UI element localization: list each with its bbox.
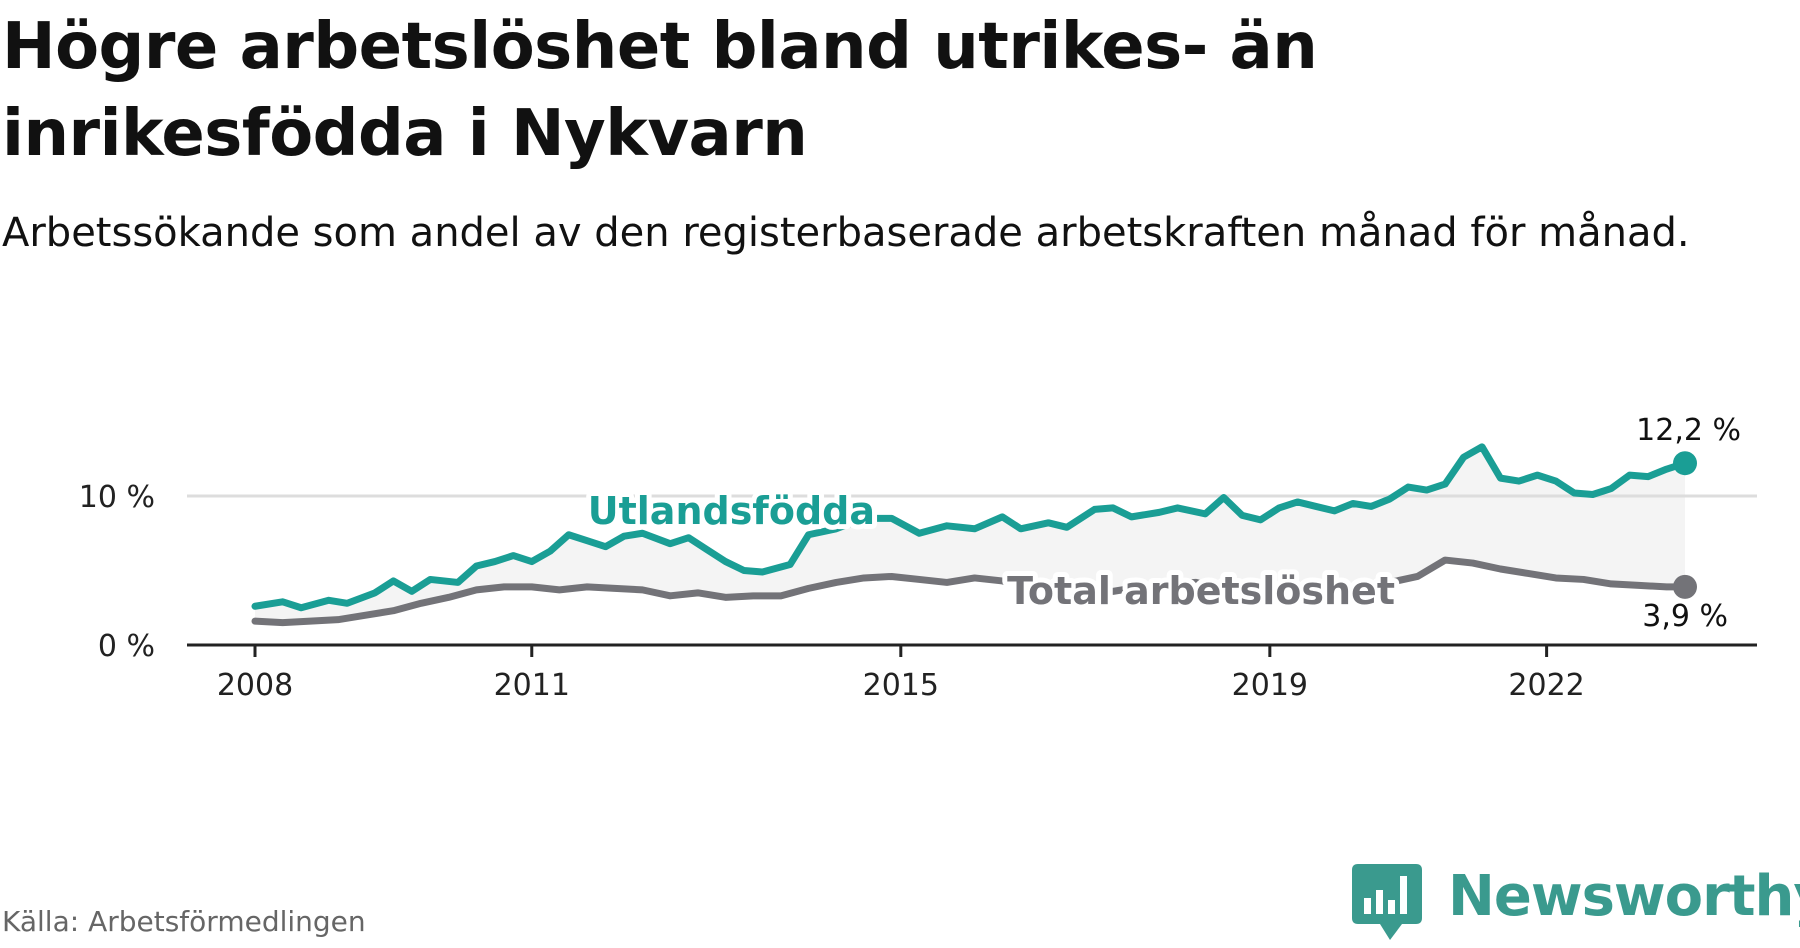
chart-title: Högre arbetslöshet bland utrikes- än inr…	[2, 10, 1318, 171]
newsworthy-chart-icon	[1352, 864, 1422, 940]
chart-subtitle: Arbetssökande som andel av den registerb…	[2, 210, 1690, 256]
utlandsfodda-end-marker	[1673, 451, 1697, 476]
x-tick-label: 2011	[494, 668, 570, 703]
utlandsfodda-label: Utlandsfödda	[588, 489, 875, 533]
utlandsfodda-end-label: 12,2 %	[1636, 413, 1741, 448]
utlandsfodda-series-line	[251, 443, 1689, 612]
x-tick-label: 2022	[1508, 668, 1584, 703]
newsworthy-logo[interactable]: Newsworthy	[1350, 860, 1800, 945]
gap-band	[255, 446, 1685, 623]
source-note: Källa: Arbetsförmedlingen	[2, 905, 366, 938]
total-end-label: 3,9 %	[1642, 599, 1728, 634]
x-tick-label: 2008	[217, 668, 293, 703]
y-tick-label: 10 %	[79, 480, 155, 515]
y-tick-label: 0 %	[98, 629, 155, 664]
x-tick-label: 2015	[863, 668, 939, 703]
total-series-line	[251, 556, 1689, 627]
x-tick-label: 2019	[1232, 668, 1308, 703]
utlandsfodda-label-halo: Utlandsfödda	[588, 489, 875, 533]
total-end-marker	[1673, 574, 1697, 599]
logo-wordmark: Newsworthy	[1448, 864, 1800, 929]
total-label-halo: Total arbetslöshet	[1007, 569, 1395, 613]
total-label: Total arbetslöshet	[1007, 569, 1395, 613]
